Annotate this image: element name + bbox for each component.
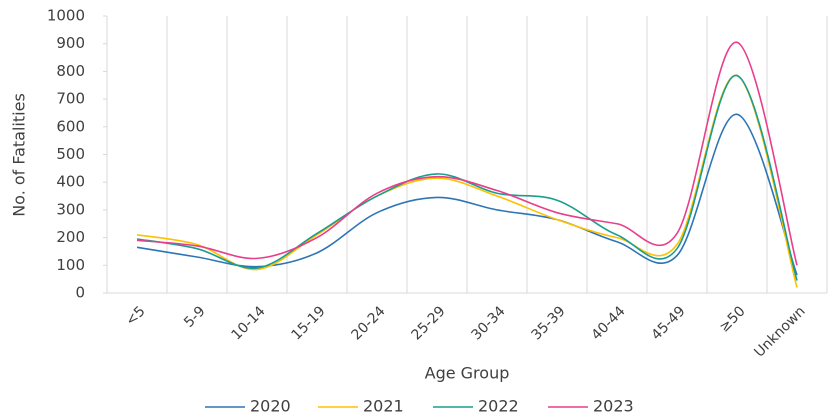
legend-label: 2020 [250, 397, 291, 416]
x-tick-label: 40-44 [589, 303, 629, 343]
y-tick-label: 400 [56, 173, 85, 191]
x-tick-label: 30-34 [469, 303, 509, 343]
legend-label: 2022 [478, 397, 519, 416]
y-tick-label: 100 [56, 256, 85, 274]
y-tick-label: 0 [75, 284, 85, 302]
x-tick-label: 5-9 [181, 303, 208, 330]
legend-label: 2023 [593, 397, 634, 416]
y-tick-label: 800 [56, 62, 85, 80]
y-tick-label: 600 [56, 117, 85, 135]
x-tick-label: 35-39 [529, 303, 569, 343]
x-tick-label: ≥50 [716, 303, 748, 335]
y-tick-label: 500 [56, 145, 85, 163]
y-tick-label: 1000 [47, 7, 85, 25]
y-tick-label: 700 [56, 90, 85, 108]
series-line [136, 41, 798, 266]
x-tick-label: 10-14 [229, 303, 269, 343]
series-line [136, 74, 798, 281]
y-axis-label: No. of Fatalities [10, 93, 29, 217]
x-tick-label: 20-24 [349, 303, 389, 343]
x-tick-label: <5 [123, 303, 149, 329]
x-tick-label: 45-49 [649, 303, 689, 343]
x-tick-label: 15-19 [289, 303, 329, 343]
x-axis-label: Age Group [425, 364, 510, 383]
y-tick-label: 300 [56, 200, 85, 218]
y-tick-label: 200 [56, 228, 85, 246]
legend-label: 2021 [363, 397, 404, 416]
x-tick-label: 25-29 [409, 303, 449, 343]
x-tick-label: Unknown [751, 303, 808, 360]
series-line [136, 113, 798, 276]
y-tick-label: 900 [56, 34, 85, 52]
